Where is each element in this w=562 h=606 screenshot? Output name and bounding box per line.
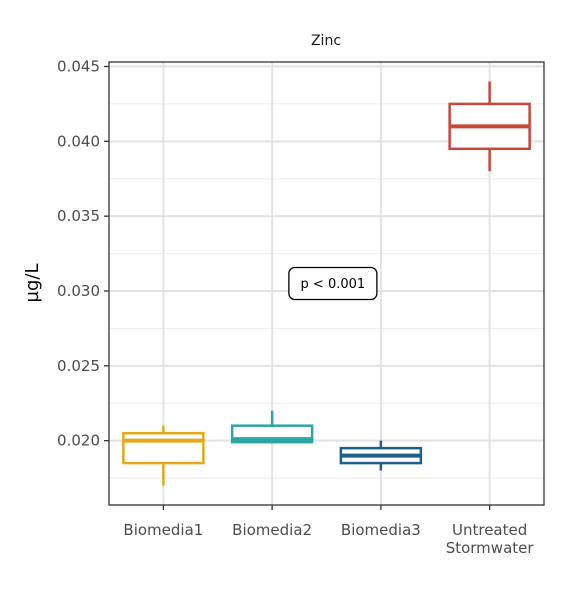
x-tick-label: Untreated xyxy=(452,521,527,539)
annotation-text: p < 0.001 xyxy=(301,277,366,292)
y-tick-label: 0.045 xyxy=(57,57,100,75)
box-biomedia3 xyxy=(339,440,423,471)
x-tick-label: Biomedia1 xyxy=(123,521,203,539)
x-tick-label: Biomedia3 xyxy=(341,521,421,539)
y-tick-label: 0.025 xyxy=(57,357,100,375)
y-tick-label: 0.040 xyxy=(57,132,100,150)
box-biomedia1 xyxy=(122,425,205,486)
annotation-box xyxy=(288,266,378,301)
box-body xyxy=(122,431,205,465)
panel-border xyxy=(108,61,545,506)
y-axis-label: µg/L xyxy=(22,264,43,303)
box-untreated-stormwater xyxy=(448,81,531,172)
boxes xyxy=(122,81,531,486)
x-tick-label: Biomedia2 xyxy=(232,521,312,539)
x-tick-label: Stormwater xyxy=(446,539,535,557)
box-biomedia2 xyxy=(230,410,314,444)
y-tick-label: 0.020 xyxy=(57,432,100,450)
annotation: p < 0.001 xyxy=(288,266,378,301)
axes: 0.020 0.025 0.030 0.035 0.040 0.045 Biomedia1 B… xyxy=(57,57,534,557)
chart-title: Zinc xyxy=(311,33,341,49)
y-tick-label: 0.035 xyxy=(57,207,100,225)
y-tick-label: 0.030 xyxy=(57,282,100,300)
